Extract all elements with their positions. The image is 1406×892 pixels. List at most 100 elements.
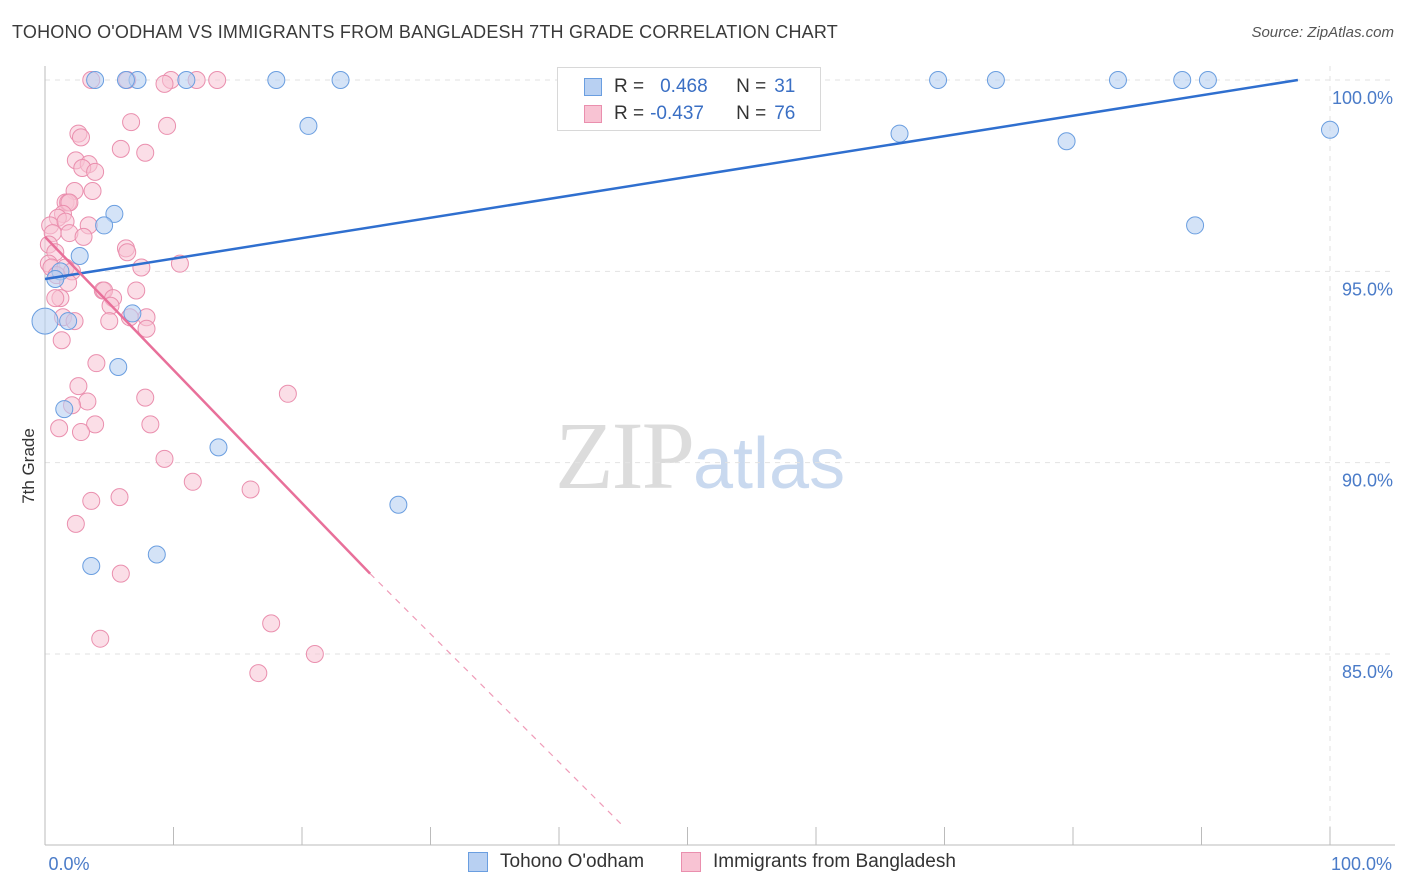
legend-r-label: R = [614, 76, 645, 97]
data-point-tohono [147, 545, 166, 564]
bottom-legend-item-bangladesh: Immigrants from Bangladesh [681, 851, 956, 873]
trend-line-bangladesh-extension [369, 573, 624, 827]
x-tick-label: 100.0% [1331, 854, 1392, 874]
y-tick-label: 90.0% [1342, 471, 1393, 491]
data-point-bangladesh [111, 139, 130, 158]
data-point-bangladesh [137, 319, 156, 338]
y-axis-label: 7th Grade [19, 428, 38, 504]
bottom-legend-swatch-blue [468, 852, 488, 872]
legend-n-label: N = [736, 103, 767, 124]
data-point-bangladesh [305, 645, 324, 663]
data-point-tohono [331, 71, 350, 89]
data-point-tohono [116, 71, 135, 89]
bottom-legend-label: Immigrants from Bangladesh [713, 851, 956, 872]
tick-labels: 100.0% 95.0% 90.0% 85.0% 0.0% 100.0% [48, 88, 1393, 874]
data-point-bangladesh [71, 128, 90, 147]
data-point-tohono [209, 438, 228, 457]
data-point-bangladesh [155, 74, 174, 93]
data-point-tohono [86, 71, 105, 89]
data-point-bangladesh [110, 488, 129, 507]
data-point-bangladesh [262, 614, 281, 633]
data-point-tohono [929, 71, 948, 89]
x-tick-label: 0.0% [48, 854, 89, 874]
data-point-bangladesh [136, 143, 155, 162]
data-point-bangladesh [249, 664, 268, 683]
legend-n-value: 76 [774, 103, 796, 124]
series-immigrants-from-bangladesh [39, 71, 324, 683]
legend-r-label: R = [614, 103, 645, 124]
data-point-bangladesh [71, 423, 90, 442]
data-point-tohono [31, 307, 59, 335]
data-point-tohono [1321, 120, 1339, 139]
data-point-bangladesh [127, 281, 146, 300]
data-point-bangladesh [241, 480, 260, 499]
legend-row-blue: R = 0.468 N = 31 [584, 74, 795, 100]
watermark-zip: ZIP [555, 402, 695, 509]
data-point-tohono [95, 216, 114, 235]
data-point-bangladesh [86, 415, 105, 434]
data-point-tohono [1057, 132, 1076, 151]
trend-line-bangladesh [44, 236, 372, 575]
data-point-bangladesh [69, 377, 88, 396]
data-point-tohono [299, 116, 318, 135]
data-point-tohono [70, 247, 89, 266]
legend-r-value: 0.468 [660, 76, 708, 97]
data-point-tohono [1108, 71, 1127, 89]
watermark-atlas: atlas [693, 424, 846, 504]
watermark: ZIPatlas [555, 400, 845, 511]
data-point-bangladesh [46, 289, 65, 308]
data-point-bangladesh [278, 384, 297, 403]
data-point-tohono [1186, 216, 1205, 235]
data-point-tohono [890, 124, 909, 143]
legend-n-label: N = [736, 76, 767, 97]
data-point-tohono [177, 71, 196, 89]
data-point-tohono [1198, 71, 1217, 89]
axes [44, 66, 1395, 846]
data-point-tohono [267, 71, 286, 89]
data-point-tohono [109, 358, 128, 376]
data-point-tohono [389, 495, 408, 514]
data-point-bangladesh [86, 162, 105, 181]
data-point-bangladesh [87, 354, 106, 373]
data-point-bangladesh [78, 392, 97, 411]
data-point-bangladesh [136, 388, 155, 407]
data-point-bangladesh [83, 181, 102, 200]
data-point-bangladesh [155, 449, 174, 468]
data-point-bangladesh [158, 116, 177, 135]
trend-line-tohono [44, 78, 1299, 281]
data-point-tohono [55, 400, 74, 419]
chart-title: TOHONO O'ODHAM VS IMMIGRANTS FROM BANGLA… [12, 22, 838, 42]
y-tick-label: 100.0% [1332, 88, 1393, 108]
data-point-bangladesh [74, 227, 93, 246]
data-point-tohono [123, 304, 142, 323]
y-tick-label: 95.0% [1342, 279, 1393, 299]
data-point-bangladesh [118, 243, 137, 262]
data-point-bangladesh [122, 113, 141, 132]
data-point-bangladesh [82, 491, 101, 510]
bottom-legend-item-tohono: Tohono O'odham [468, 851, 644, 873]
data-point-tohono [105, 204, 124, 223]
legend-n-value: 31 [774, 76, 796, 97]
data-point-tohono [986, 71, 1005, 89]
data-point-bangladesh [208, 71, 227, 89]
y-tick-label: 85.0% [1342, 662, 1393, 682]
bottom-legend-swatch-pink [681, 852, 701, 872]
data-point-bangladesh [66, 514, 85, 533]
trend-lines [44, 78, 1299, 827]
data-point-tohono [82, 556, 101, 575]
grid-lines [45, 66, 1395, 845]
series-tohono-oodham [31, 71, 1339, 575]
data-point-bangladesh [111, 564, 130, 583]
data-point-bangladesh [50, 419, 69, 438]
data-point-bangladesh [141, 415, 160, 434]
data-point-tohono [1173, 71, 1192, 89]
legend-row-pink: R = -0.437 N = 76 [584, 101, 795, 127]
legend-r-value: -0.437 [650, 103, 704, 124]
data-point-bangladesh [100, 312, 119, 331]
source-label: Source: ZipAtlas.com [1251, 24, 1394, 41]
legend-swatch-blue [584, 78, 602, 96]
data-point-tohono [59, 312, 78, 331]
legend-swatch-pink [584, 105, 602, 123]
bottom-legend-label: Tohono O'odham [500, 851, 645, 872]
